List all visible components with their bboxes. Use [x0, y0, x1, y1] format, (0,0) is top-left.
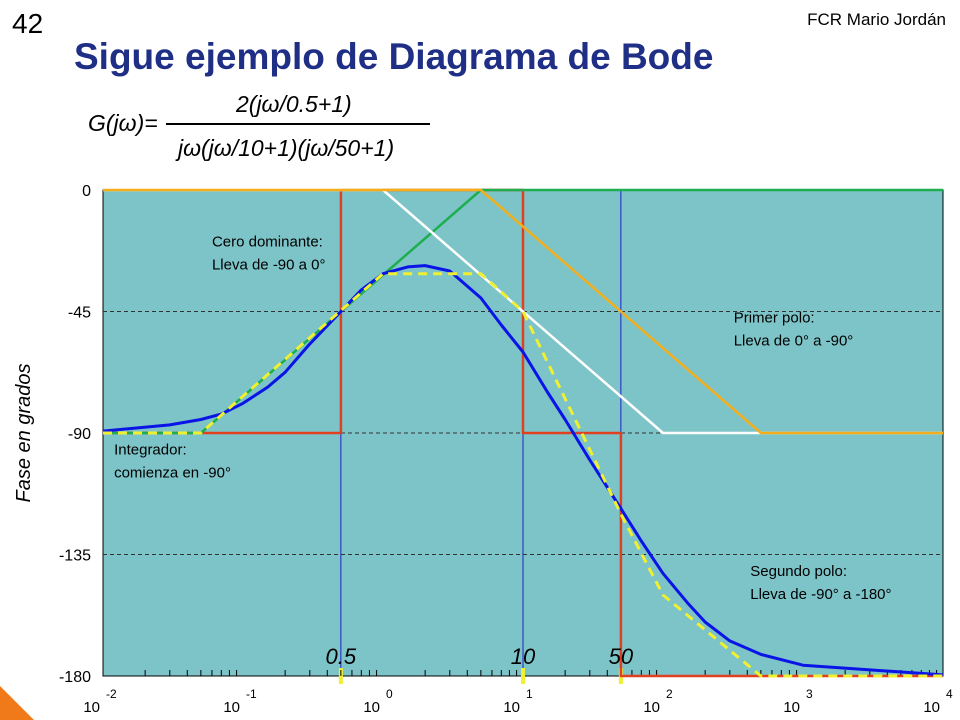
x-tick-label-1: 10	[223, 699, 240, 716]
x-tick-exponent-4: 2	[666, 687, 673, 701]
x-tick-exponent-5: 3	[806, 687, 813, 701]
corner-label-1: 10	[511, 644, 536, 669]
formula-numerator: 2(jω/0.5+1)	[236, 91, 352, 117]
x-tick-label-3: 10	[503, 699, 520, 716]
x-tick-label-4: 10	[643, 699, 660, 716]
author-label: FCR Mario Jordán	[807, 10, 946, 29]
x-tick-label-6: 10	[923, 699, 940, 716]
y-axis-label: Fase en grados	[13, 364, 35, 503]
annotation-1-line-1: Lleva de 0° a -90°	[734, 332, 854, 349]
x-tick-label-5: 10	[783, 699, 800, 716]
y-tick-label-1: -45	[68, 305, 91, 322]
slide-title: Sigue ejemplo de Diagrama de Bode	[74, 36, 714, 77]
formula-denominator: jω(jω/10+1)(jω/50+1)	[178, 135, 395, 161]
annotation-0-line-1: Lleva de -90 a 0°	[212, 257, 326, 274]
x-tick-label-2: 10	[363, 699, 380, 716]
corner-label-2: 50	[609, 644, 634, 669]
annotation-3-line-1: Lleva de -90° a -180°	[750, 586, 891, 603]
series-pole2	[103, 188, 943, 435]
x-tick-exponent-2: 0	[386, 687, 393, 701]
annotation-2-line-1: comienza en -90°	[114, 465, 231, 482]
annotation-3-line-0: Segundo polo:	[750, 563, 847, 580]
series-exact	[102, 264, 944, 677]
y-tick-label-3: -135	[59, 548, 91, 565]
x-tick-label-0: 10	[83, 699, 100, 716]
formula-lhs: G(jω)=	[88, 110, 158, 136]
corner-decoration	[0, 686, 34, 720]
annotation-0-line-0: Cero dominante:	[212, 234, 323, 251]
annotation-1-line-0: Primer polo:	[734, 309, 815, 326]
y-tick-label-0: 0	[82, 183, 91, 200]
x-tick-exponent-1: -1	[246, 687, 257, 701]
x-tick-exponent-3: 1	[526, 687, 533, 701]
x-tick-exponent-0: -2	[106, 687, 117, 701]
y-tick-label-4: -180	[59, 669, 91, 686]
annotation-2-line-0: Integrador:	[114, 442, 187, 459]
x-tick-exponent-6: 4	[946, 687, 953, 701]
corner-label-0: 0.5	[326, 644, 357, 669]
y-tick-label-2: -90	[68, 426, 91, 443]
slide-number: 42	[12, 8, 44, 39]
fraction-bar	[166, 123, 430, 125]
